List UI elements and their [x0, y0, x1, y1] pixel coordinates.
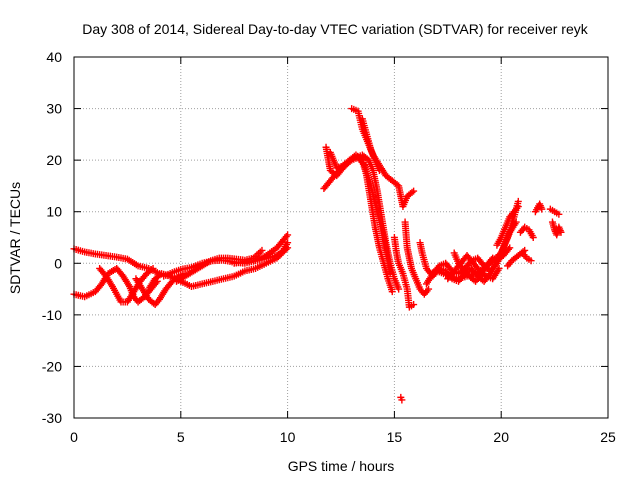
data-point — [495, 264, 503, 272]
y-tick-label: 0 — [54, 255, 62, 271]
data-point — [410, 301, 418, 309]
data-points — [70, 105, 565, 404]
data-point — [388, 288, 396, 296]
data-point — [506, 244, 514, 252]
data-point — [282, 233, 290, 241]
y-tick-label: 20 — [46, 152, 62, 168]
data-point — [386, 270, 394, 278]
data-point — [489, 254, 497, 262]
data-point — [398, 396, 406, 404]
data-point — [284, 231, 292, 239]
data-point — [555, 210, 563, 218]
data-point — [258, 246, 266, 254]
data-point — [538, 205, 546, 213]
x-tick-label: 20 — [493, 429, 509, 445]
data-point — [359, 160, 367, 168]
y-tick-label: -30 — [42, 410, 62, 426]
data-point — [408, 188, 416, 196]
data-point — [346, 157, 354, 165]
data-point — [425, 285, 433, 293]
grid — [74, 57, 608, 418]
data-point — [284, 239, 292, 247]
y-tick-label: 10 — [46, 204, 62, 220]
x-tick-label: 15 — [387, 429, 403, 445]
data-point — [504, 245, 512, 253]
x-tick-label: 5 — [177, 429, 185, 445]
y-tick-label: -20 — [42, 358, 62, 374]
data-point — [487, 256, 495, 264]
x-tick-label: 10 — [280, 429, 296, 445]
y-axis-label: SDTVAR / TECUs — [7, 182, 23, 294]
data-point — [410, 187, 418, 195]
data-point — [527, 257, 535, 265]
x-tick-label: 0 — [70, 429, 78, 445]
x-axis-label: GPS time / hours — [288, 458, 395, 474]
data-point — [149, 264, 157, 272]
y-tick-label: -10 — [42, 307, 62, 323]
data-point — [147, 266, 155, 274]
data-point — [529, 234, 537, 241]
data-point — [557, 228, 565, 236]
x-tick-label: 25 — [600, 429, 616, 445]
plot-frame — [73, 56, 609, 419]
y-tick-label: 30 — [46, 101, 62, 117]
axis-ticks: 0 5 10 15 20 25 -30 -20 -10 0 10 20 30 40 — [42, 49, 616, 445]
data-point — [512, 218, 520, 226]
data-point — [375, 166, 383, 174]
y-tick-label: 40 — [46, 49, 62, 65]
chart-title: Day 308 of 2014, Sidereal Day-to-day VTE… — [82, 21, 588, 37]
data-point — [395, 285, 403, 293]
data-point — [514, 203, 522, 211]
